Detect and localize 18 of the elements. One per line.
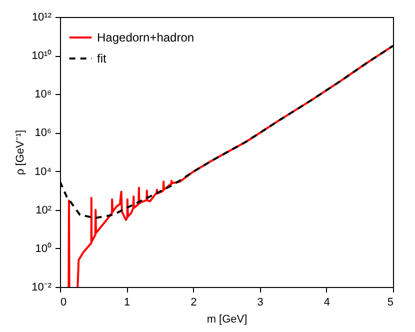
y-tick-label: 10⁴: [34, 166, 52, 178]
x-tick-label: 1: [124, 296, 130, 308]
x-tick-label: 3: [257, 296, 264, 308]
legend-label: fit: [97, 52, 107, 66]
x-tick-label: 2: [190, 296, 197, 308]
y-tick-label: 10²: [36, 204, 52, 216]
y-tick-label: 10¹⁰: [32, 49, 52, 62]
x-tick-label: 0: [60, 296, 67, 308]
y-tick-label: 10⁸: [34, 88, 52, 101]
y-tick-label: 10¹²: [32, 12, 52, 24]
y-axis-title: ρ [GeV⁻¹]: [14, 130, 27, 176]
legend-label: Hagedorn+hadron: [97, 30, 194, 44]
x-tick-label: 5: [387, 296, 394, 308]
y-tick-label: 10⁻²: [32, 282, 52, 294]
x-tick-label: 4: [324, 296, 330, 308]
x-axis-title: m [GeV]: [206, 314, 248, 326]
y-tick-label: 10⁰: [35, 242, 52, 255]
y-tick-label: 10⁶: [34, 127, 52, 140]
